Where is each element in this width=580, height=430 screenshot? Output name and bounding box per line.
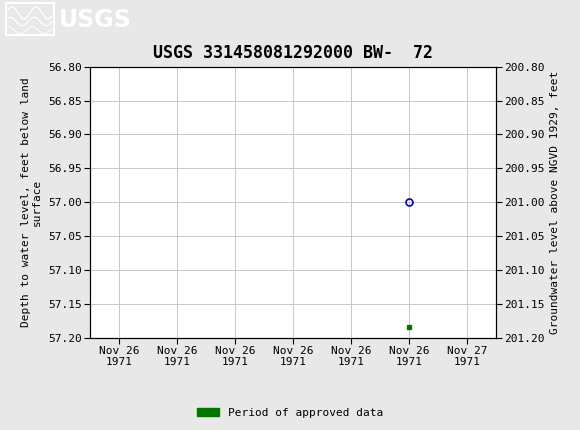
Y-axis label: Depth to water level, feet below land
surface: Depth to water level, feet below land su… [21, 77, 42, 327]
Title: USGS 331458081292000 BW-  72: USGS 331458081292000 BW- 72 [153, 44, 433, 62]
Y-axis label: Groundwater level above NGVD 1929, feet: Groundwater level above NGVD 1929, feet [550, 71, 560, 334]
Legend: Period of approved data: Period of approved data [193, 403, 387, 422]
Text: USGS: USGS [59, 8, 132, 32]
